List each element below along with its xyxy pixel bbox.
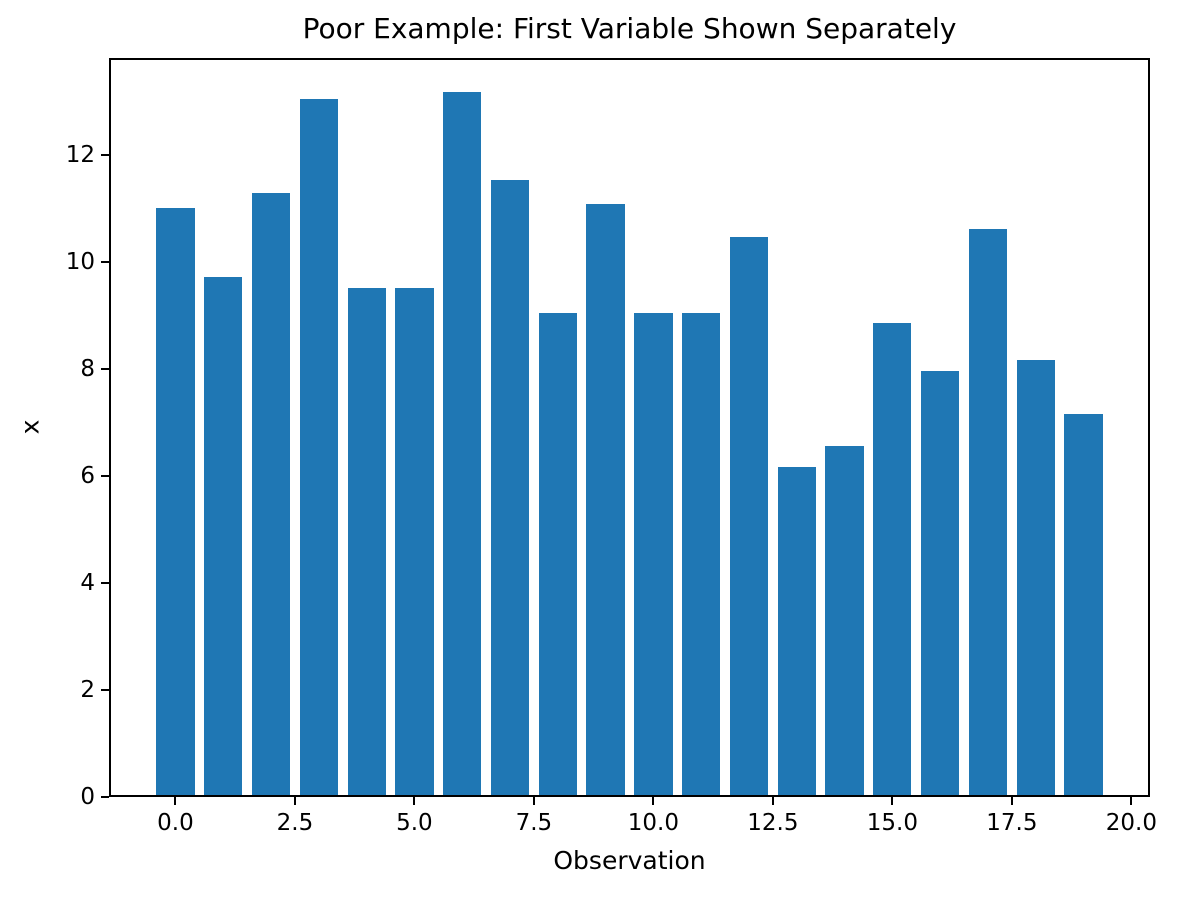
bar <box>204 276 243 797</box>
bar <box>682 312 721 797</box>
x-tick-mark <box>413 797 416 805</box>
y-tick-label: 0 <box>80 784 95 810</box>
x-tick-mark <box>293 797 296 805</box>
bar <box>968 229 1008 797</box>
y-tick-mark <box>101 153 109 156</box>
y-tick-label: 4 <box>80 569 95 596</box>
plot-area <box>109 58 1150 797</box>
bar <box>634 312 673 797</box>
y-tick-mark <box>101 367 109 370</box>
bar <box>156 208 195 797</box>
bar <box>1064 413 1103 797</box>
bar <box>251 192 291 797</box>
y-tick-label: 8 <box>80 355 95 382</box>
x-axis-label: Observation <box>553 846 706 875</box>
x-tick-label: 7.5 <box>515 810 553 836</box>
y-tick-mark <box>101 260 109 263</box>
y-tick-mark <box>101 796 109 798</box>
bar <box>347 288 386 797</box>
x-tick-label: 15.0 <box>866 810 918 836</box>
bar <box>777 466 816 797</box>
x-tick-mark <box>771 797 774 805</box>
x-tick-label: 12.5 <box>747 810 799 836</box>
x-tick-label: 17.5 <box>986 810 1038 836</box>
x-tick-label: 2.5 <box>276 810 314 836</box>
bar <box>586 204 625 797</box>
y-tick-mark <box>101 688 109 691</box>
y-tick-mark <box>101 474 109 477</box>
bar <box>825 446 864 797</box>
x-tick-label: 20.0 <box>1105 810 1157 836</box>
bar <box>873 322 912 797</box>
x-tick-mark <box>532 797 535 805</box>
x-tick-label: 0.0 <box>157 810 194 836</box>
bar <box>921 371 960 797</box>
bar <box>395 288 434 797</box>
bar <box>443 92 482 797</box>
bar <box>729 236 769 797</box>
bar <box>299 99 338 797</box>
x-tick-mark <box>1010 797 1013 805</box>
y-tick-label: 2 <box>80 676 95 703</box>
y-axis-label: x <box>15 419 45 435</box>
y-tick-label: 12 <box>65 141 95 168</box>
x-tick-label: 5.0 <box>396 810 433 836</box>
y-tick-mark <box>101 581 109 584</box>
x-tick-mark <box>1130 797 1133 805</box>
chart-title: Poor Example: First Variable Shown Separ… <box>302 12 957 45</box>
bar <box>1016 360 1055 797</box>
bar <box>538 313 577 797</box>
x-tick-mark <box>174 797 177 805</box>
x-tick-mark <box>652 797 655 805</box>
y-tick-label: 10 <box>65 248 95 275</box>
bar <box>490 180 530 797</box>
y-tick-label: 6 <box>80 462 95 489</box>
x-tick-label: 10.0 <box>627 810 679 836</box>
x-tick-mark <box>891 797 894 805</box>
